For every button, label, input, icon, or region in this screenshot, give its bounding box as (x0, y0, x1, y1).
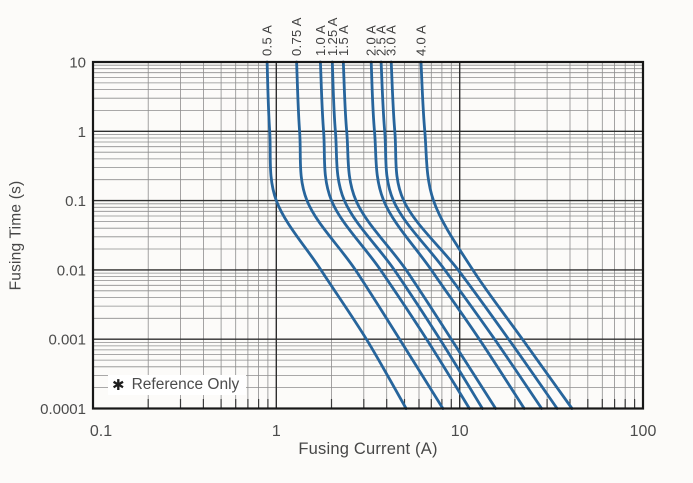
asterisk-icon: ✱ (112, 376, 125, 394)
x-tick-label: 1 (272, 423, 281, 440)
curve-label-1.0A: 1.0 A (313, 25, 328, 56)
fuse-curve-1.5A (341, 60, 497, 410)
x-tick-label: 0.1 (90, 423, 112, 440)
x-tick-label: 100 (630, 423, 657, 440)
y-tick-labels: 10 1 0.1 0.01 0.001 0.0001 (40, 55, 86, 419)
y-axis-title: Fusing Time (s) (7, 180, 25, 291)
curve-label-4.0A: 4.0 A (414, 25, 429, 56)
y-tick-label: 0.1 (65, 193, 86, 210)
plot-border (91, 60, 645, 410)
fuse-curve-3.0A (389, 60, 559, 410)
reference-note-text: Reference Only (131, 376, 240, 393)
y-tick-label: 0.0001 (40, 401, 86, 418)
x-tick-labels: 0.1 1 10 100 (90, 423, 657, 440)
y-tick-label: 1 (78, 124, 86, 141)
fuse-curve-0.75A (295, 60, 445, 410)
curve-label-2.0A: 2.0 A (364, 25, 379, 56)
bottom-inner-ticks (147, 399, 636, 409)
curve-label-3.0A: 3.0 A (384, 25, 399, 56)
grid-minor-lines (93, 62, 643, 409)
x-tick-label: 10 (451, 423, 469, 440)
curve-label-0.5A: 0.5 A (260, 25, 275, 56)
fuse-curve-2.5A (379, 60, 543, 410)
curve-rating-labels: 0.5 A 0.75 A 1.0 A1.25 A1.5 A 2.0 A2.5 A3.0… (260, 17, 429, 56)
y-tick-label: 0.001 (48, 332, 86, 349)
x-axis-title: Fusing Current (A) (298, 440, 438, 458)
reference-note: ✱ Reference Only (108, 375, 247, 395)
fuse-curve-2.0A (369, 60, 526, 410)
fuse-curve-0.5A (265, 60, 408, 410)
fuse-curve-1.0A (319, 60, 471, 410)
y-tick-label: 0.01 (57, 262, 86, 279)
curve-label-1.25A: 1.25 A (325, 17, 340, 56)
y-tick-label: 10 (69, 55, 86, 72)
fuse-curve-1.25A (330, 60, 484, 410)
curve-label-0.75A: 0.75 A (289, 17, 304, 56)
fuse-curve-4.0A (419, 60, 574, 410)
fuse-curves (265, 60, 574, 410)
curve-label-2.5A: 2.5 A (374, 25, 389, 56)
curve-label-1.5A: 1.5 A (336, 25, 351, 56)
